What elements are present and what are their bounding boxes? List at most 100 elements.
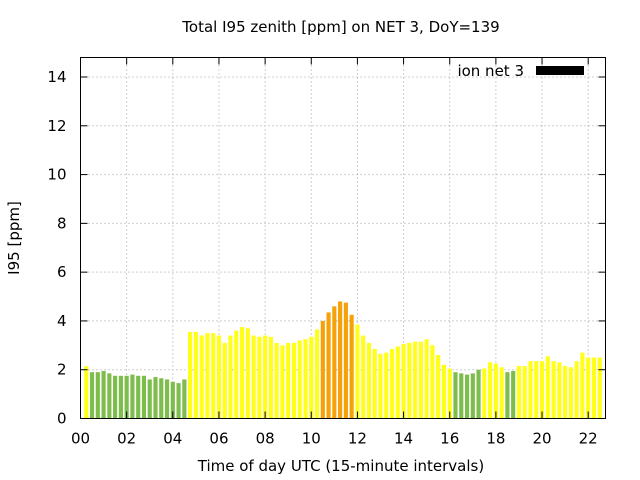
y-tick-label: 8 [57, 214, 67, 232]
bar [303, 339, 308, 419]
bar [268, 336, 273, 419]
bar [320, 320, 325, 419]
bar [211, 333, 216, 419]
bar [326, 312, 331, 419]
y-tick-label: 0 [57, 410, 67, 428]
bar [338, 301, 343, 419]
bar [361, 335, 366, 419]
bar [199, 335, 204, 419]
bar [545, 356, 550, 419]
x-axis-label: Time of day UTC (15-minute intervals) [197, 457, 484, 475]
bar [263, 335, 268, 419]
bar [228, 335, 233, 419]
bar [257, 336, 262, 419]
bar [343, 302, 348, 419]
y-tick-label: 14 [47, 68, 66, 86]
bar [205, 333, 210, 419]
bar [453, 372, 458, 419]
bar [384, 352, 389, 419]
bar [153, 377, 158, 419]
bar [89, 372, 95, 419]
ticks [80, 57, 606, 419]
bar [332, 306, 337, 419]
bar [136, 375, 141, 419]
bar [557, 362, 562, 419]
bar [251, 335, 256, 419]
bar [418, 341, 423, 419]
bar [107, 373, 112, 419]
x-tick-label: 04 [163, 430, 182, 448]
bar [84, 366, 89, 419]
bar [222, 342, 227, 419]
bar [580, 352, 585, 419]
bar [164, 379, 170, 419]
x-tick-label: 18 [486, 430, 505, 448]
bar [245, 328, 250, 419]
bar [401, 344, 406, 419]
bar [591, 357, 597, 419]
y-tick-label: 6 [57, 263, 67, 281]
bar [528, 361, 533, 419]
bar [366, 342, 372, 419]
bar [407, 342, 412, 419]
bar [586, 357, 591, 419]
bar [430, 345, 435, 419]
bar [534, 361, 539, 419]
bar [170, 381, 175, 419]
bar [101, 370, 106, 419]
bar [95, 372, 100, 419]
bar [568, 367, 573, 419]
y-axis-label: I95 [ppm] [5, 201, 23, 275]
bar [539, 361, 545, 419]
bar [147, 379, 152, 419]
chart-title: Total I95 zenith [ppm] on NET 3, DoY=139 [181, 18, 499, 36]
bar [349, 314, 354, 419]
bar [482, 368, 487, 419]
bar [239, 327, 245, 419]
bar [124, 375, 129, 419]
bar [464, 374, 470, 419]
bar [176, 383, 181, 419]
bar [488, 362, 493, 419]
bar [516, 366, 522, 419]
bar [188, 331, 193, 419]
bars [84, 301, 602, 419]
x-tick-label: 06 [209, 430, 228, 448]
bar [551, 361, 556, 419]
bar [297, 340, 302, 419]
bar [447, 368, 452, 419]
bar [234, 330, 239, 419]
bar [280, 345, 285, 419]
x-tick-label: 10 [302, 430, 321, 448]
bar [505, 372, 510, 419]
bar [436, 355, 441, 419]
grid [80, 57, 606, 419]
bar [476, 369, 481, 419]
bar [113, 375, 118, 419]
x-tick-label: 08 [256, 430, 275, 448]
bar [499, 367, 504, 419]
bar [193, 331, 198, 419]
bar [309, 336, 314, 419]
bar [413, 341, 418, 419]
y-tick-label: 2 [57, 361, 67, 379]
bar [389, 348, 395, 419]
bar [274, 342, 279, 419]
x-tick-label: 12 [348, 430, 367, 448]
bar [563, 366, 568, 419]
bar [286, 342, 291, 419]
bar [597, 357, 602, 419]
bar [424, 339, 429, 419]
bar [459, 373, 464, 419]
x-tick-label: 22 [579, 430, 598, 448]
bar [511, 370, 516, 419]
bar [378, 353, 383, 419]
bar [182, 379, 187, 419]
plot-frame [80, 57, 606, 419]
legend: ion net 3 [457, 62, 584, 80]
legend-label: ion net 3 [457, 62, 524, 80]
bar [493, 363, 498, 419]
x-tick-label: 14 [394, 430, 413, 448]
